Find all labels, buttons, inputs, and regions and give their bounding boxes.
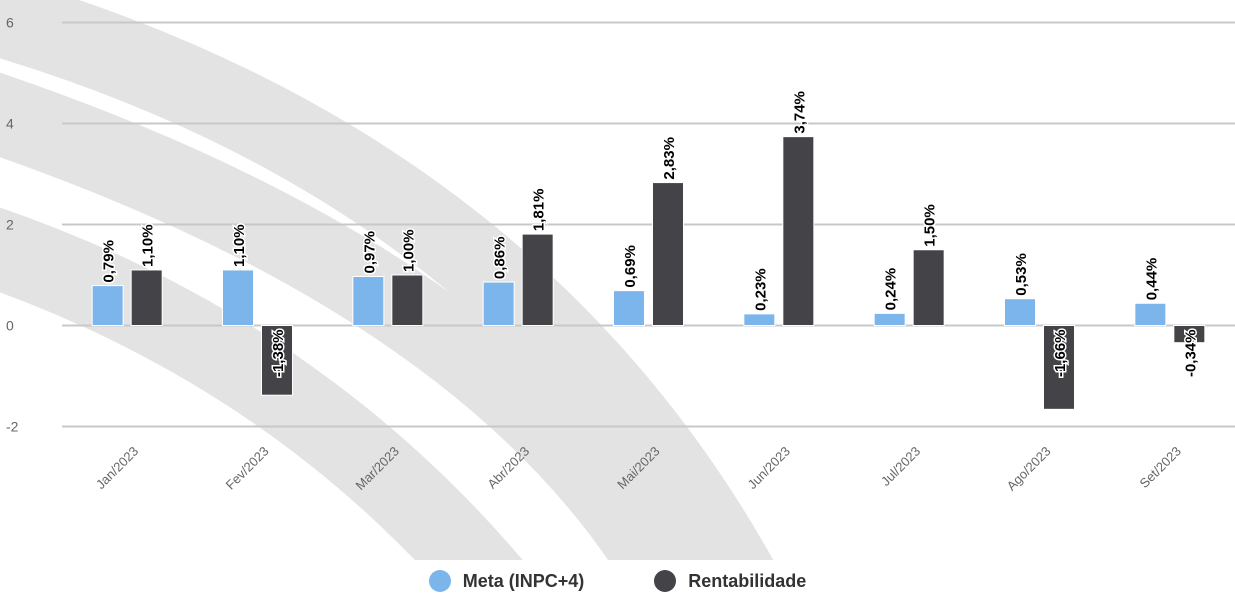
legend: Meta (INPC+4) Rentabilidade — [0, 570, 1235, 592]
bar-meta[interactable] — [873, 312, 906, 327]
bar-rentabilidade[interactable] — [130, 269, 163, 327]
data-label-meta: 1,10% — [231, 224, 248, 267]
data-label-meta: 0,53% — [1013, 253, 1030, 296]
bar-rentabilidade[interactable] — [1043, 325, 1075, 410]
data-label-meta: 0,79% — [101, 240, 118, 283]
legend-item-rentabilidade[interactable]: Rentabilidade — [654, 570, 806, 592]
bar-rentabilidade[interactable] — [782, 136, 815, 326]
bar-meta[interactable] — [352, 276, 385, 327]
y-tick-label: 2 — [6, 217, 14, 233]
data-label-meta: 0,69% — [622, 245, 639, 288]
x-tick-label: Set/2023 — [1137, 444, 1184, 491]
bar-meta[interactable] — [1134, 302, 1167, 326]
legend-swatch-rentabilidade — [654, 570, 677, 592]
bar-meta[interactable] — [222, 269, 254, 327]
data-label-meta: 0,97% — [361, 231, 378, 274]
x-tick-label: Jul/2023 — [878, 444, 923, 489]
bar-rentabilidade[interactable] — [1173, 325, 1206, 344]
data-label-rentabilidade: 1,00% — [400, 229, 417, 272]
bar-rentabilidade[interactable] — [521, 233, 554, 326]
bar-rentabilidade[interactable] — [912, 249, 945, 326]
data-label-rentabilidade: 2,83% — [661, 137, 678, 180]
bar-rentabilidade[interactable] — [652, 182, 684, 326]
bar-meta[interactable] — [482, 281, 515, 327]
y-tick-label: 4 — [6, 116, 14, 132]
legend-label-rentabilidade: Rentabilidade — [688, 570, 807, 591]
y-tick-label: 0 — [6, 318, 14, 334]
grid-lines — [62, 21, 1235, 428]
data-label-meta: 0,23% — [752, 268, 769, 311]
y-tick-label: 6 — [6, 15, 14, 31]
data-label-rentabilidade: 1,81% — [531, 189, 548, 232]
data-label-meta: 0,44% — [1143, 258, 1160, 301]
data-label-meta: 0,24% — [883, 268, 900, 311]
x-tick-label: Abr/2023 — [484, 444, 532, 492]
bar-rentabilidade[interactable] — [261, 325, 293, 396]
x-tick-label: Ago/2023 — [1004, 444, 1054, 494]
data-label-rentabilidade: -1,38% — [270, 330, 287, 378]
x-tick-label: Jun/2023 — [745, 444, 793, 492]
data-label-rentabilidade: 1,10% — [140, 224, 157, 267]
data-label-meta: 0,86% — [492, 237, 509, 280]
data-label-rentabilidade: 3,74% — [791, 91, 808, 134]
y-tick-label: -2 — [6, 419, 19, 435]
bar-meta[interactable] — [613, 290, 645, 326]
x-tick-label: Jan/2023 — [93, 444, 141, 492]
data-label-rentabilidade: 1,50% — [922, 204, 939, 247]
data-label-rentabilidade: -0,34% — [1182, 330, 1199, 378]
legend-label-meta: Meta (INPC+4) — [462, 570, 585, 591]
bar-meta[interactable] — [91, 285, 124, 327]
legend-item-meta[interactable]: Meta (INPC+4) — [428, 570, 585, 592]
y-axis: 6 4 2 0 -2 — [6, 15, 19, 435]
bar-meta[interactable] — [743, 313, 776, 327]
bar-meta[interactable] — [1004, 298, 1036, 326]
data-label-rentabilidade: -1,66% — [1052, 330, 1069, 378]
legend-swatch-meta — [428, 570, 451, 592]
x-tick-label: Fev/2023 — [223, 444, 272, 493]
bar-rentabilidade[interactable] — [391, 274, 424, 326]
bars: 0,79% 1,10% 1,10% -1,38% 0,97% 1,00% 0,86% 1,81… — [91, 90, 1206, 410]
